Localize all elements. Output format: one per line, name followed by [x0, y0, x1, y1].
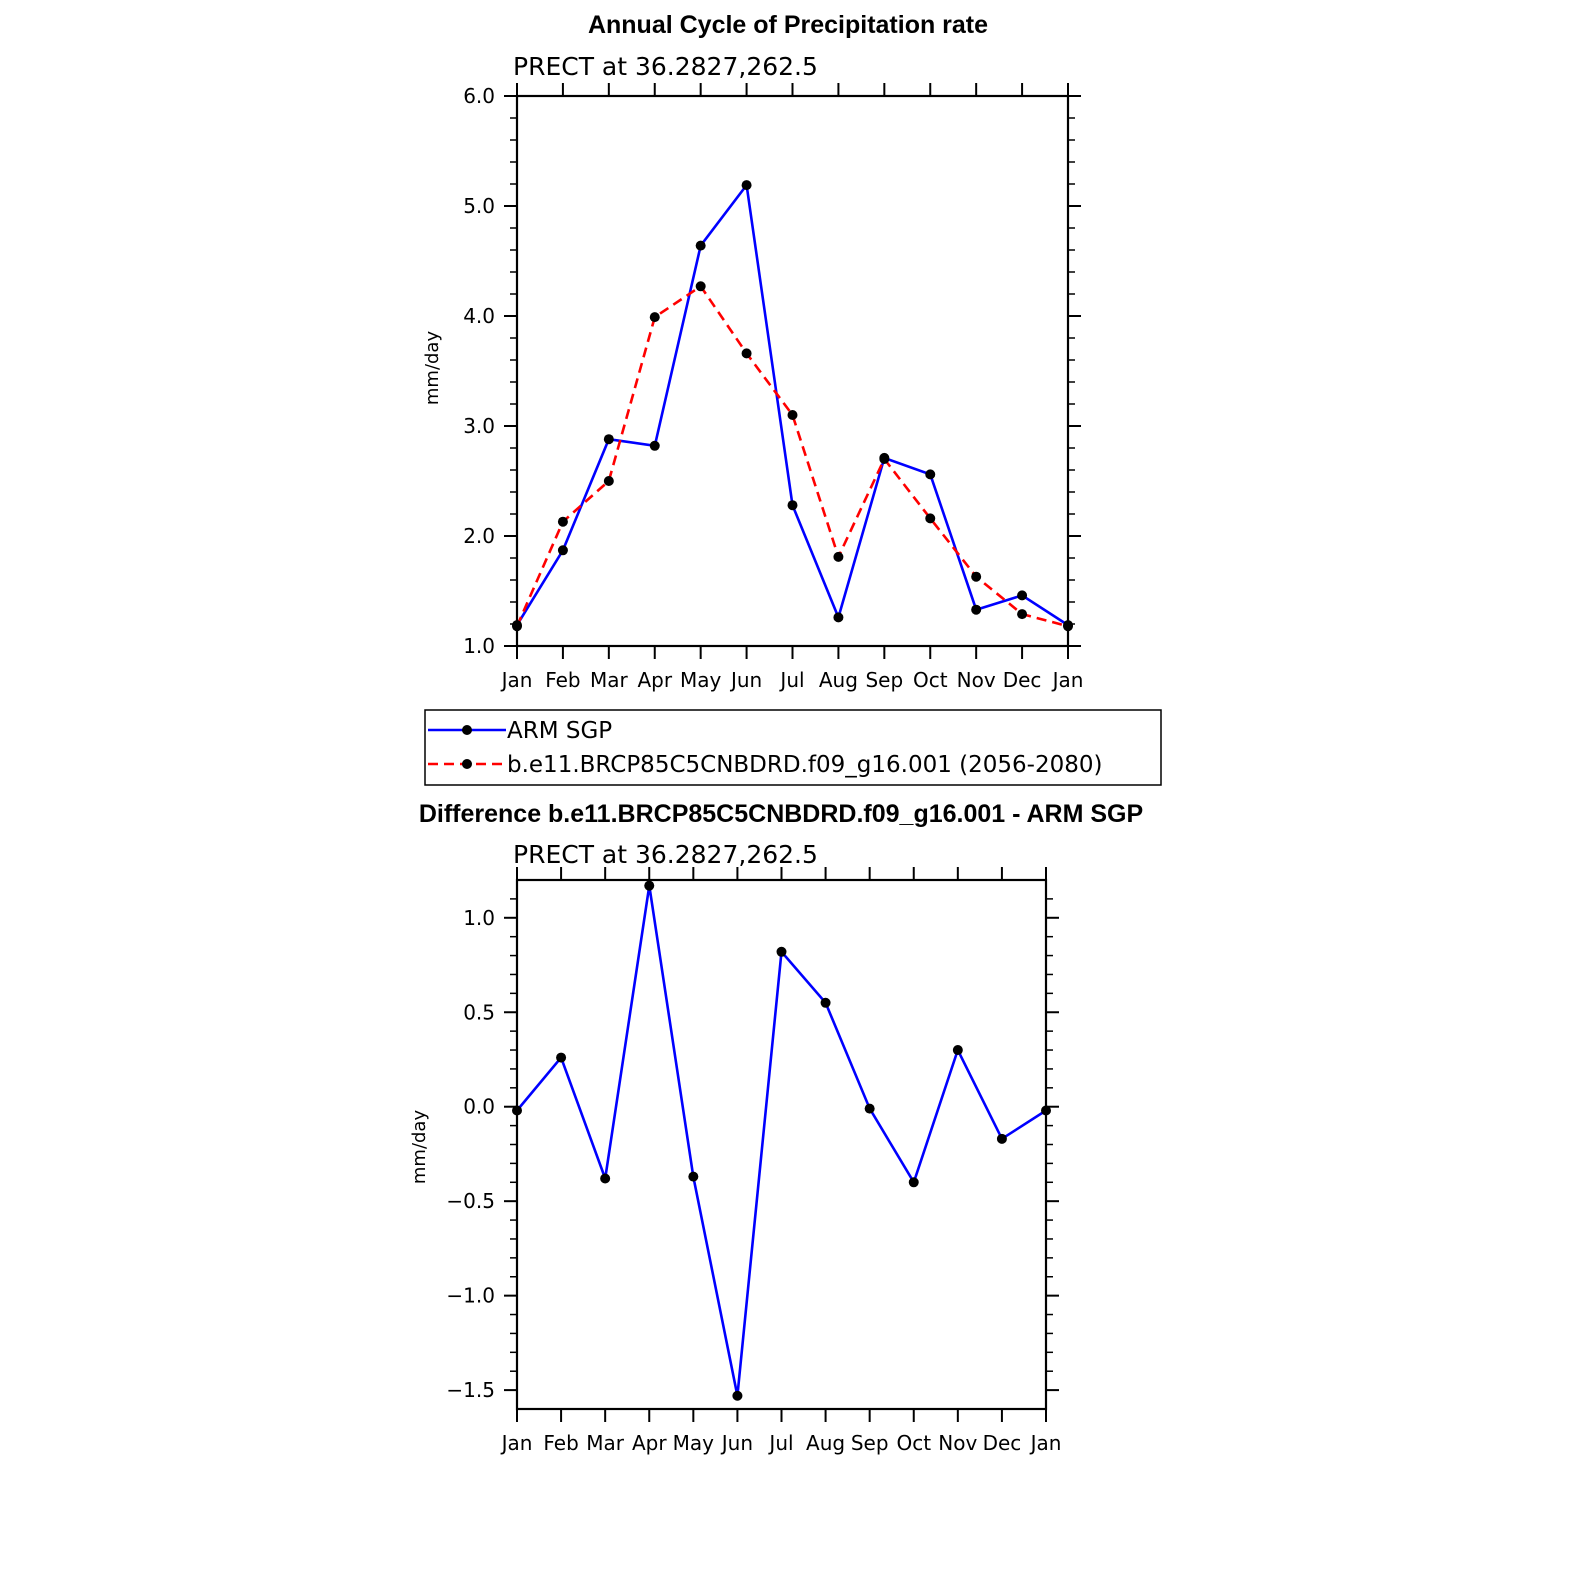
chart-2-x-tick-label: Feb	[543, 1431, 578, 1455]
chart-1-x-tick-label: Oct	[913, 668, 948, 692]
chart-1-series-2-point	[1017, 609, 1028, 620]
chart-1-series-2-point	[512, 621, 522, 632]
chart-2-subtitle: PRECT at 36.2827,262.5	[513, 840, 818, 869]
chart-1-series-2-point	[695, 281, 706, 292]
chart-1-y-tick-label: 4.0	[463, 304, 495, 328]
legend-marker-model	[462, 759, 472, 769]
chart-2-plot: Jan Feb Mar Apr May Jun Jul Aug Sep Oct Nov Dec Jan 1…	[446, 867, 1061, 1455]
chart-1-x-tick-label: Jun	[729, 668, 762, 692]
chart-1-x-tick-label: May	[680, 668, 722, 692]
chart-1-series-2-point	[1063, 621, 1073, 632]
chart-1-series-2-point	[971, 571, 982, 582]
legend-marker-arm-sgp	[462, 725, 472, 735]
chart-1-series-1-point	[557, 545, 568, 556]
chart-2-series-1-point	[556, 1052, 567, 1063]
chart-2-series-1-point	[512, 1105, 522, 1116]
chart-1-x-tick-label: Dec	[1003, 668, 1042, 692]
chart-1-x-tick-label: Jan	[1051, 668, 1084, 692]
chart-2-series-1-line	[516, 885, 1047, 1397]
chart-1-x-tick-label: Aug	[819, 668, 858, 692]
chart-1-y-tick-label: 2.0	[463, 524, 495, 548]
chart-1-series-2-point	[741, 348, 752, 359]
chart-2-series-1-point	[1041, 1105, 1051, 1116]
chart-1-series-1-point	[787, 500, 798, 511]
chart-2-x-tick-label: Mar	[586, 1431, 625, 1455]
chart-2-y-tick-label: 0.5	[463, 1000, 495, 1024]
chart-2-y-axis-label: mm/day	[409, 1110, 430, 1185]
chart-1-series-2-point	[879, 454, 890, 464]
chart-1-title: Annual Cycle of Precipitation rate	[588, 11, 988, 39]
chart-2-series-1-point	[732, 1390, 743, 1401]
chart-1-series-1-point	[741, 180, 752, 191]
chart-1-series-2-point	[557, 516, 568, 527]
chart-2-series-1-point	[996, 1133, 1007, 1144]
chart-2-x-tick-label: Jan	[500, 1431, 533, 1455]
chart-2-series-1-point	[600, 1173, 611, 1184]
chart-1-x-tick-label: Sep	[865, 668, 903, 692]
chart-2-series-1-point	[820, 997, 831, 1008]
chart-2-x-tick-label: Dec	[983, 1431, 1022, 1455]
chart-2-y-tick-label: −1.5	[446, 1378, 495, 1402]
chart-1-y-tick-label: 1.0	[463, 634, 495, 658]
chart-2-y-tick-label: −0.5	[446, 1189, 495, 1213]
chart-1-series-2-point	[649, 312, 660, 323]
chart-2-y-tick-label: 0.0	[463, 1095, 495, 1119]
chart-1-series-2-point	[833, 551, 844, 562]
legend-box	[424, 709, 1162, 786]
chart-2-x-tick-label: Jun	[720, 1431, 753, 1455]
chart-1-x-tick-label: Mar	[590, 668, 629, 692]
chart-1-x-tick-label: Jul	[778, 668, 804, 692]
chart-1-x-tick-label: Feb	[545, 668, 580, 692]
chart-1-series-1-point	[971, 604, 982, 615]
chart-1-series-2-line	[515, 284, 1069, 628]
chart-2-series-1-point	[644, 880, 655, 891]
chart-2-series-1-point	[864, 1103, 875, 1114]
chart-1-y-axis-label: mm/day	[422, 331, 443, 406]
chart-1-y-tick-label: 6.0	[463, 84, 495, 108]
chart-2-x-tick-label: Jan	[1029, 1431, 1062, 1455]
chart-1-x-tick-label: Nov	[957, 668, 996, 692]
chart-2-x-tick-label: May	[673, 1431, 715, 1455]
chart-2-x-tick-label: Nov	[938, 1431, 977, 1455]
chart-1-series-1-point	[649, 440, 660, 451]
chart-1-series-1-line	[515, 181, 1069, 627]
chart-1-y-tick-label: 3.0	[463, 414, 495, 438]
chart-2-x-tick-label: Sep	[851, 1431, 889, 1455]
legend-label-arm-sgp: ARM SGP	[507, 718, 612, 744]
chart-2-x-tick-label: Oct	[896, 1431, 931, 1455]
chart-1-series-1-point	[833, 612, 844, 623]
chart-2-x-tick-label: Jul	[767, 1431, 793, 1455]
chart-1-series-1-point	[695, 240, 706, 251]
legend-label-model: b.e11.BRCP85C5CNBDRD.f09_g16.001 (2056-2…	[507, 752, 1102, 778]
chart-1-y-tick-label: 5.0	[463, 194, 495, 218]
chart-1-series-2-point	[603, 476, 614, 486]
chart-1-series-2-point	[925, 513, 936, 524]
chart-1-x-tick-label: Apr	[637, 668, 672, 692]
chart-2-series-1-point	[908, 1177, 919, 1188]
chart-2-series-1-point	[688, 1171, 699, 1182]
chart-2-x-tick-label: Aug	[806, 1431, 845, 1455]
chart-1-plot: Jan Feb Mar Apr May Jun Jul Aug Sep Oct Nov Dec Jan1…	[463, 83, 1083, 692]
chart-1-series-1-point	[603, 434, 614, 445]
chart-2-series-1-point	[776, 946, 787, 957]
chart-1-frame	[515, 94, 1070, 648]
chart-2-series-1-point	[952, 1045, 963, 1056]
chart-1-legend: ARM SGP b.e11.BRCP85C5CNBDRD.f09_g16.001…	[424, 709, 1162, 786]
chart-1-x-tick-label: Jan	[500, 668, 533, 692]
chart-1-series-1-point	[1017, 590, 1028, 601]
chart-1-series-1-point	[925, 469, 936, 480]
chart-1-subtitle: PRECT at 36.2827,262.5	[513, 52, 818, 81]
chart-2-y-tick-label: 1.0	[463, 906, 495, 930]
chart-1-series-2-point	[787, 410, 798, 420]
chart-2-y-tick-label: −1.0	[446, 1284, 495, 1308]
chart-2-x-tick-label: Apr	[632, 1431, 667, 1455]
chart-2-title: Difference b.e11.BRCP85C5CNBDRD.f09_g16.…	[419, 800, 1143, 828]
